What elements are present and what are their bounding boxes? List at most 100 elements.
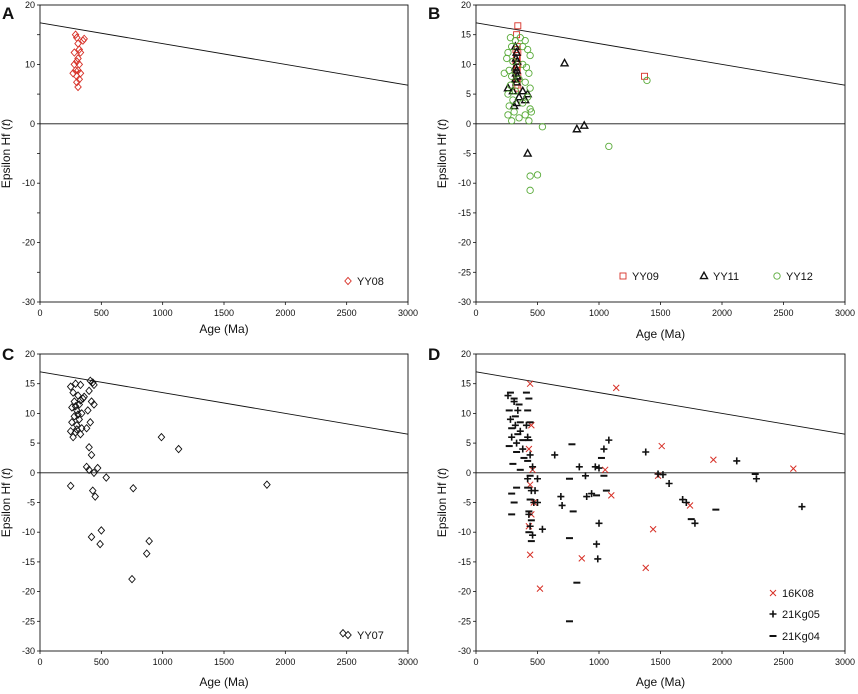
data-point: [513, 439, 521, 447]
x-tick-label: 3000: [398, 657, 418, 667]
y-tick-label: -15: [458, 208, 471, 218]
y-tick-label: -20: [22, 238, 35, 248]
y-tick-label: 5: [466, 438, 471, 448]
data-point: [69, 388, 77, 397]
data-point: [605, 436, 613, 444]
y-tick-label: -25: [458, 616, 471, 626]
y-tick-label: 10: [461, 408, 471, 418]
data-point: [90, 468, 98, 478]
legend-label: YY07: [357, 630, 384, 642]
data-point: [500, 69, 508, 77]
data-point: [591, 463, 599, 471]
x-tick-label: 1000: [589, 657, 609, 667]
legend-label: YY08: [357, 276, 384, 288]
data-point: [519, 99, 527, 107]
data-point: [525, 117, 533, 125]
data-point: [642, 448, 650, 456]
data-point: [70, 48, 79, 57]
data-point: [710, 456, 717, 464]
data-point: [508, 72, 516, 80]
data-point: [658, 442, 666, 450]
data-point: [519, 445, 527, 453]
data-point: [503, 54, 511, 63]
data-point: [504, 48, 512, 57]
data-point: [581, 472, 589, 480]
legend-marker: [769, 589, 777, 597]
data-point: [526, 551, 534, 559]
series-16k08: [525, 380, 797, 592]
data-point: [691, 519, 699, 527]
data-point: [509, 96, 517, 104]
data-point: [521, 78, 529, 86]
plot-frame: [475, 4, 846, 303]
y-tick-label: -10: [22, 527, 35, 537]
evolution-line: [39, 371, 409, 435]
data-point: [525, 69, 533, 77]
data-point: [518, 85, 528, 95]
data-point: [71, 401, 80, 411]
data-point: [514, 91, 524, 101]
data-point: [69, 432, 77, 442]
x-tick-label: 2500: [773, 657, 793, 667]
x-tick-label: 2000: [275, 308, 295, 318]
series-21kg04: [505, 391, 759, 623]
data-point: [102, 473, 111, 482]
data-point: [66, 481, 75, 491]
data-point: [97, 526, 106, 535]
data-point: [88, 486, 97, 495]
data-point: [533, 171, 542, 179]
x-tick-label: 0: [37, 657, 42, 667]
x-tick-label: 3000: [398, 308, 418, 318]
data-point: [527, 108, 535, 116]
panel-b: 0 500 1000 1500 2000 2500 3000 -30 -25 -20 -15 -10 -…: [428, 0, 855, 341]
legend-marker: [344, 276, 352, 286]
data-point: [512, 56, 522, 65]
series-21kg05: [504, 392, 806, 563]
data-point: [514, 22, 522, 30]
data-point: [798, 503, 806, 511]
legend: 16K08 21Kg05 21Kg04: [769, 588, 820, 643]
y-tick-label: 20: [461, 0, 471, 10]
legend-marker: [769, 610, 777, 618]
series-yy08: [69, 30, 88, 92]
y-tick-label: -10: [22, 178, 35, 188]
data-point: [551, 451, 559, 459]
y-tick-label: -30: [22, 297, 35, 307]
data-point: [68, 418, 76, 427]
data-point: [578, 554, 586, 562]
data-point: [68, 403, 76, 412]
data-point: [600, 445, 608, 453]
data-point: [87, 450, 96, 460]
series-yy07: [66, 376, 347, 638]
y-tick-label: 0: [466, 468, 471, 478]
data-point: [526, 522, 534, 530]
y-tick-label: 10: [461, 59, 471, 69]
x-tick-label: 1500: [650, 308, 670, 318]
x-tick-label: 500: [530, 308, 545, 318]
data-point: [538, 525, 546, 533]
y-tick-label: -30: [22, 646, 35, 656]
data-point: [90, 380, 98, 390]
data-point: [69, 69, 77, 78]
x-tick-label: 0: [473, 308, 478, 318]
data-point: [526, 380, 534, 388]
data-point: [510, 108, 518, 116]
data-point: [643, 76, 651, 85]
data-point: [665, 479, 673, 487]
x-axis-title: Age (Ma): [636, 675, 685, 689]
data-point: [70, 397, 79, 406]
data-point: [508, 433, 516, 441]
panel-label: A: [2, 4, 14, 23]
x-tick-label: 3000: [835, 657, 855, 667]
data-point: [522, 63, 531, 72]
data-point: [579, 120, 589, 129]
data-point: [531, 487, 539, 495]
x-tick-label: 0: [473, 657, 478, 667]
legend: YY09 YY11 YY12: [619, 270, 813, 283]
data-point: [526, 84, 534, 92]
x-axis-title: Age (Ma): [199, 675, 248, 689]
legend-label: YY12: [786, 271, 813, 283]
data-point: [521, 36, 529, 45]
data-point: [87, 532, 96, 542]
evolution-line: [475, 22, 846, 86]
